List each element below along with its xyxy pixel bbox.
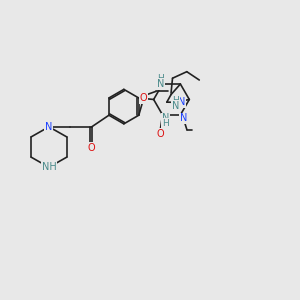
Text: N: N xyxy=(157,79,164,89)
Text: N: N xyxy=(178,97,186,107)
Text: N: N xyxy=(162,113,169,124)
Text: O: O xyxy=(140,93,147,103)
Text: H: H xyxy=(157,74,164,83)
Text: N: N xyxy=(180,113,188,124)
Text: O: O xyxy=(156,129,164,139)
Text: NH: NH xyxy=(42,162,56,172)
Text: H: H xyxy=(172,96,179,105)
Text: N: N xyxy=(172,101,179,111)
Text: H: H xyxy=(162,119,169,128)
Text: O: O xyxy=(88,143,96,153)
Text: N: N xyxy=(45,122,52,132)
